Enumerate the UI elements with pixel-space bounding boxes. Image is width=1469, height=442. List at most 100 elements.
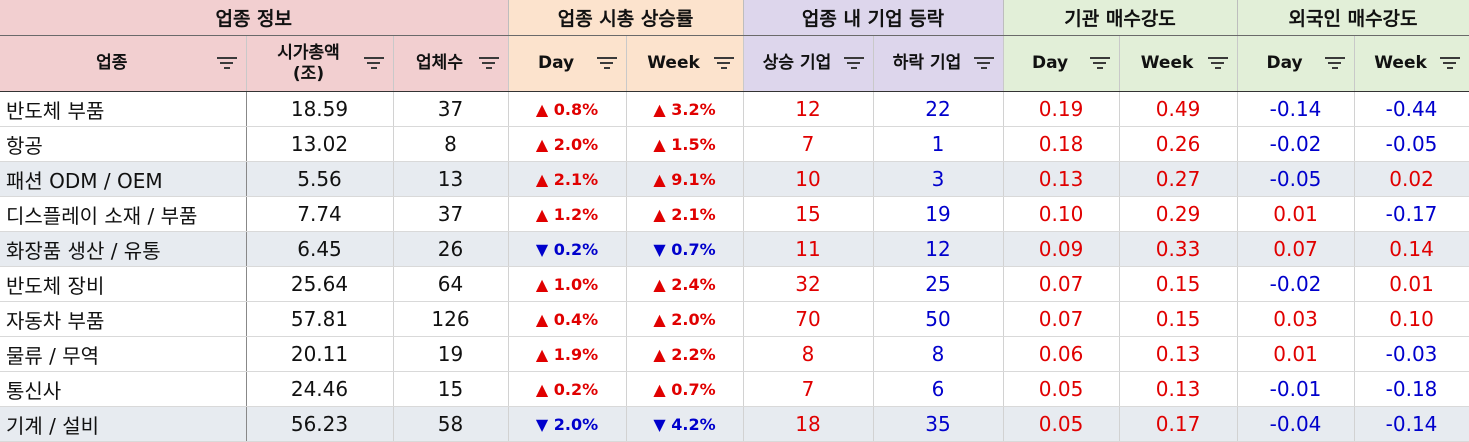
filter-icon[interactable] (363, 56, 385, 71)
cell-mcap-day: ▲ 2.0% (508, 126, 627, 162)
col-header-inst-week[interactable]: Week (1119, 35, 1238, 92)
cell-mcap-week: ▲ 2.4% (626, 266, 744, 302)
col-header-up-count[interactable]: 상승 기업 (743, 35, 874, 92)
group-header-mcap-rise: 업종 시총 상승률 (508, 0, 744, 36)
cell-foreign-day: -0.14 (1237, 91, 1355, 127)
filter-icon[interactable] (973, 56, 995, 71)
cell-count: 13 (393, 161, 509, 197)
table-row[interactable]: 항공 13.02 8 ▲ 2.0% ▲ 1.5% 7 1 0.18 0.26 -0.02 -0.05 (0, 126, 1469, 162)
col-header-mcap[interactable]: 시가총액 (조) (246, 35, 394, 92)
cell-count: 26 (393, 231, 509, 267)
cell-up-count: 12 (743, 91, 874, 127)
column-header-row: 업종 시가총액 (조) 업체수 Day Week 상승 기업 하락 기업 Day… (0, 35, 1469, 92)
col-header-down-count[interactable]: 하락 기업 (873, 35, 1004, 92)
table-row[interactable]: 통신사 24.46 15 ▲ 0.2% ▲ 0.7% 7 6 0.05 0.13 -0.01 -0.… (0, 371, 1469, 407)
triangle-up-icon: ▲ (535, 204, 549, 224)
table-row[interactable]: 물류 / 무역 20.11 19 ▲ 1.9% ▲ 2.2% 8 8 0.06 0.13 0.01… (0, 336, 1469, 372)
table-row[interactable]: 패션 ODM / OEM 5.56 13 ▲ 2.1% ▲ 9.1% 10 3 0.13 0.2… (0, 161, 1469, 197)
cell-mcap-week: ▼ 0.7% (626, 231, 744, 267)
col-header-mcap-week[interactable]: Week (626, 35, 744, 92)
cell-mcap-week: ▲ 1.5% (626, 126, 744, 162)
cell-mcap-day: ▲ 0.8% (508, 91, 627, 127)
cell-inst-week: 0.15 (1119, 266, 1238, 302)
triangle-up-icon: ▲ (653, 344, 666, 364)
filter-icon[interactable] (1324, 56, 1346, 71)
col-header-mcap-day[interactable]: Day (508, 35, 627, 92)
cell-sector: 통신사 (0, 371, 247, 407)
cell-mcap: 5.56 (246, 161, 394, 197)
triangle-up-icon: ▲ (535, 99, 549, 119)
cell-mcap: 20.11 (246, 336, 394, 372)
filter-icon[interactable] (843, 56, 865, 71)
cell-foreign-week: 0.01 (1354, 266, 1469, 302)
triangle-up-icon: ▲ (535, 169, 549, 189)
cell-inst-day: 0.07 (1003, 301, 1120, 337)
cell-mcap: 25.64 (246, 266, 394, 302)
cell-mcap-day: ▲ 0.4% (508, 301, 627, 337)
percent-value: 2.2% (671, 344, 716, 364)
cell-sector: 물류 / 무역 (0, 336, 247, 372)
cell-count: 15 (393, 371, 509, 407)
cell-mcap-day: ▲ 0.2% (508, 371, 627, 407)
percent-value: 0.4% (553, 309, 599, 329)
table-row[interactable]: 자동차 부품 57.81 126 ▲ 0.4% ▲ 2.0% 70 50 0.07 0.15 0.… (0, 301, 1469, 337)
cell-up-count: 15 (743, 196, 874, 232)
cell-foreign-week: 0.10 (1354, 301, 1469, 337)
cell-foreign-week: -0.05 (1354, 126, 1469, 162)
col-header-label: Week (1140, 53, 1194, 73)
filter-icon[interactable] (1089, 56, 1111, 71)
filter-icon[interactable] (216, 56, 238, 71)
col-header-foreign-day[interactable]: Day (1237, 35, 1355, 92)
cell-sector: 기계 / 설비 (0, 406, 247, 442)
triangle-down-icon: ▼ (653, 414, 666, 434)
col-header-foreign-week[interactable]: Week (1354, 35, 1469, 92)
percent-value: 0.7% (671, 379, 716, 399)
cell-mcap: 18.59 (246, 91, 394, 127)
table-row[interactable]: 반도체 장비 25.64 64 ▲ 1.0% ▲ 2.4% 32 25 0.07 0.15 -0.… (0, 266, 1469, 302)
col-header-sector[interactable]: 업종 (0, 35, 247, 92)
col-header-inst-day[interactable]: Day (1003, 35, 1120, 92)
percent-value: 1.0% (553, 274, 599, 294)
col-header-label: Week (647, 53, 700, 73)
cell-foreign-week: -0.03 (1354, 336, 1469, 372)
group-header-company-updown: 업종 내 기업 등락 (743, 0, 1004, 36)
percent-value: 2.1% (553, 169, 599, 189)
col-header-label: 하락 기업 (892, 53, 962, 73)
percent-value: 2.1% (671, 204, 716, 224)
cell-sector: 반도체 부품 (0, 91, 247, 127)
col-header-count[interactable]: 업체수 (393, 35, 509, 92)
triangle-up-icon: ▲ (653, 99, 666, 119)
filter-icon[interactable] (1439, 56, 1461, 71)
cell-mcap: 56.23 (246, 406, 394, 442)
cell-inst-day: 0.09 (1003, 231, 1120, 267)
cell-inst-week: 0.26 (1119, 126, 1238, 162)
percent-value: 1.9% (553, 344, 599, 364)
cell-mcap-week: ▲ 2.0% (626, 301, 744, 337)
cell-foreign-day: 0.07 (1237, 231, 1355, 267)
cell-foreign-week: 0.14 (1354, 231, 1469, 267)
triangle-down-icon: ▼ (535, 414, 549, 434)
cell-sector: 반도체 장비 (0, 266, 247, 302)
cell-count: 37 (393, 196, 509, 232)
col-header-label: 상승 기업 (762, 53, 832, 73)
cell-up-count: 10 (743, 161, 874, 197)
col-header-label: Week (1374, 53, 1427, 73)
percent-value: 2.4% (671, 274, 716, 294)
cell-up-count: 7 (743, 371, 874, 407)
filter-icon[interactable] (478, 56, 500, 71)
group-header-row: 업종 정보 업종 시총 상승률 업종 내 기업 등락 기관 매수강도 외국인 매… (0, 0, 1469, 36)
triangle-down-icon: ▼ (535, 239, 549, 259)
cell-down-count: 3 (873, 161, 1004, 197)
filter-icon[interactable] (1207, 56, 1229, 71)
table-row[interactable]: 기계 / 설비 56.23 58 ▼ 2.0% ▼ 4.2% 18 35 0.05 0.17 -0… (0, 406, 1469, 442)
cell-mcap: 57.81 (246, 301, 394, 337)
table-row[interactable]: 반도체 부품 18.59 37 ▲ 0.8% ▲ 3.2% 12 22 0.19 0.49 -0.… (0, 91, 1469, 127)
percent-value: 2.0% (553, 134, 599, 154)
table-row[interactable]: 화장품 생산 / 유통 6.45 26 ▼ 0.2% ▼ 0.7% 11 12 0.09 0.3… (0, 231, 1469, 267)
cell-down-count: 25 (873, 266, 1004, 302)
filter-icon[interactable] (713, 56, 735, 71)
table-row[interactable]: 디스플레이 소재 / 부품 7.74 37 ▲ 1.2% ▲ 2.1% 15 19 0.10 0… (0, 196, 1469, 232)
cell-foreign-week: -0.17 (1354, 196, 1469, 232)
filter-icon[interactable] (596, 56, 618, 71)
